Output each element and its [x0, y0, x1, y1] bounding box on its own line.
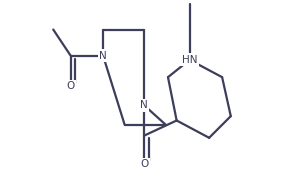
Text: HN: HN	[182, 55, 197, 65]
Text: O: O	[140, 159, 148, 169]
Text: O: O	[66, 81, 75, 91]
Text: N: N	[140, 100, 148, 110]
Text: N: N	[99, 51, 107, 61]
